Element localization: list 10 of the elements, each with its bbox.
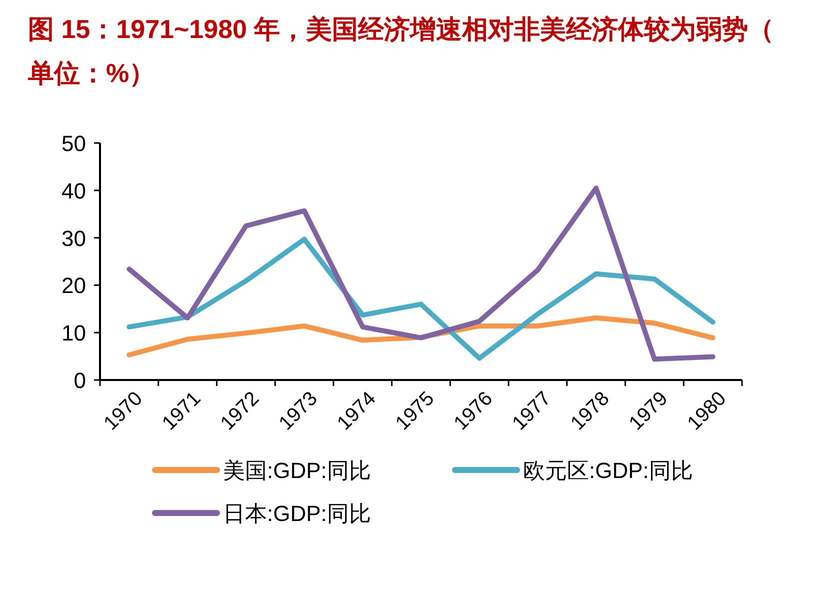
chart-title: 图 15：1971~1980 年，美国经济增速相对非美经济体较为弱势（单位：%） <box>27 14 774 88</box>
y-tick-label: 20 <box>62 273 86 298</box>
y-tick-label: 30 <box>62 226 86 251</box>
legend-label: 日本:GDP:同比 <box>223 501 371 526</box>
y-tick-label: 50 <box>62 131 86 156</box>
legend-label: 欧元区:GDP:同比 <box>523 458 693 483</box>
legend-label: 美国:GDP:同比 <box>223 458 371 483</box>
y-tick-label: 40 <box>62 178 86 204</box>
y-tick-label: 10 <box>62 320 86 346</box>
y-tick-label: 0 <box>74 368 86 393</box>
